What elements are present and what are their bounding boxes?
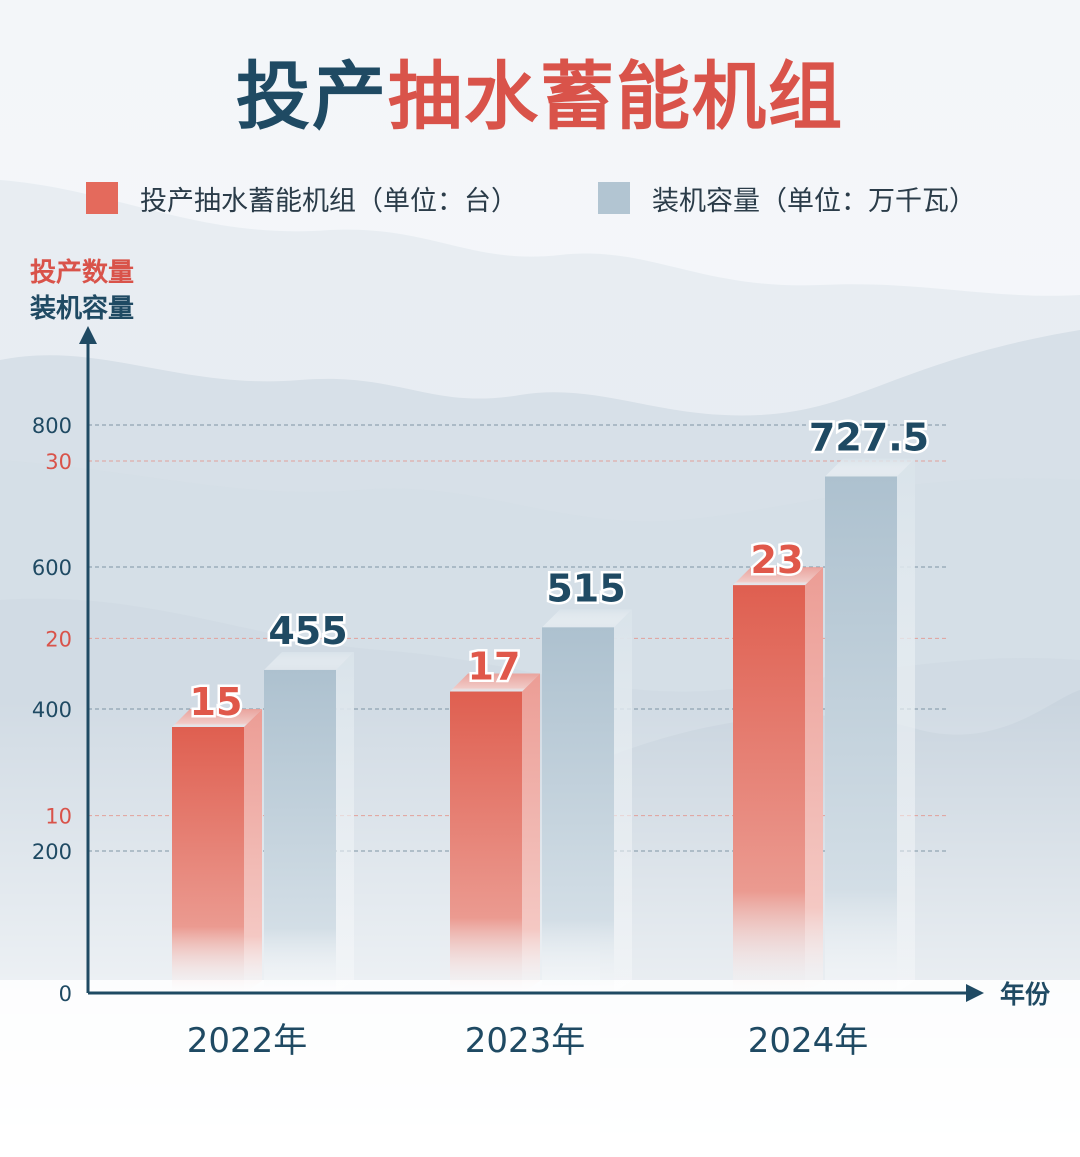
data-label-units: 17 bbox=[468, 645, 521, 689]
bar-units-side bbox=[805, 567, 823, 993]
bar-units-top bbox=[450, 673, 540, 692]
y-tick-label-count: 30 bbox=[45, 450, 72, 474]
x-axis-arrow bbox=[966, 984, 984, 1002]
x-tick-label: 2024年 bbox=[748, 1021, 869, 1061]
chart-title: 投产抽水蓄能机组 bbox=[0, 52, 1080, 142]
data-label-capacity: 727.5 bbox=[809, 415, 929, 459]
legend-label-units: 投产抽水蓄能机组（单位：台） bbox=[140, 185, 518, 217]
y-tick-label-capacity: 600 bbox=[32, 556, 72, 580]
y-tick-label-capacity: 0 bbox=[59, 982, 72, 1006]
data-label-capacity: 455 bbox=[268, 609, 347, 653]
data-label-capacity: 515 bbox=[546, 566, 625, 610]
bar-units-top bbox=[172, 709, 262, 727]
bar-units-side bbox=[244, 709, 262, 993]
bar-capacity-top bbox=[825, 458, 915, 477]
bar-units bbox=[450, 691, 522, 993]
legend-label-capacity: 装机容量（单位：万千瓦） bbox=[652, 185, 976, 217]
legend-swatch-red bbox=[86, 182, 118, 214]
x-tick-label: 2023年 bbox=[465, 1021, 586, 1061]
legend-item-units: 投产抽水蓄能机组（单位：台） bbox=[86, 178, 518, 218]
bar-capacity-side bbox=[614, 609, 632, 993]
bar-capacity-side bbox=[336, 651, 354, 993]
y-axis-arrow bbox=[79, 326, 97, 344]
y-tick-label-capacity: 200 bbox=[32, 840, 72, 864]
bar-capacity bbox=[825, 476, 897, 994]
y-axis-label-capacity: 装机容量 bbox=[30, 294, 135, 324]
bar-capacity-top bbox=[542, 609, 632, 628]
title-part-red: 抽水蓄能机组 bbox=[388, 54, 844, 140]
x-axis-title: 年份 bbox=[1000, 980, 1050, 1009]
bar-capacity-side bbox=[897, 458, 915, 994]
bar-units bbox=[172, 727, 244, 993]
bar-capacity bbox=[542, 627, 614, 993]
bar-capacity bbox=[264, 669, 336, 993]
bar-units-top bbox=[733, 567, 823, 586]
bar-capacity-top bbox=[264, 651, 354, 670]
y-tick-label-count: 10 bbox=[45, 805, 72, 829]
y-axis-label-count: 投产数量 bbox=[30, 258, 135, 288]
legend-item-capacity: 装机容量（单位：万千瓦） bbox=[598, 178, 976, 218]
bar-units bbox=[733, 585, 805, 993]
bar-units-side bbox=[522, 673, 540, 993]
data-label-units: 23 bbox=[751, 538, 804, 582]
data-label-units: 15 bbox=[190, 680, 243, 724]
y-tick-label-capacity: 800 bbox=[32, 414, 72, 438]
legend: 投产抽水蓄能机组（单位：台） 装机容量（单位：万千瓦） bbox=[0, 178, 1080, 218]
y-tick-label-capacity: 400 bbox=[32, 698, 72, 722]
x-tick-label: 2022年 bbox=[187, 1021, 308, 1061]
legend-swatch-blue bbox=[598, 182, 630, 214]
title-part-dark: 投产 bbox=[236, 54, 388, 140]
y-tick-label-count: 20 bbox=[45, 627, 72, 651]
